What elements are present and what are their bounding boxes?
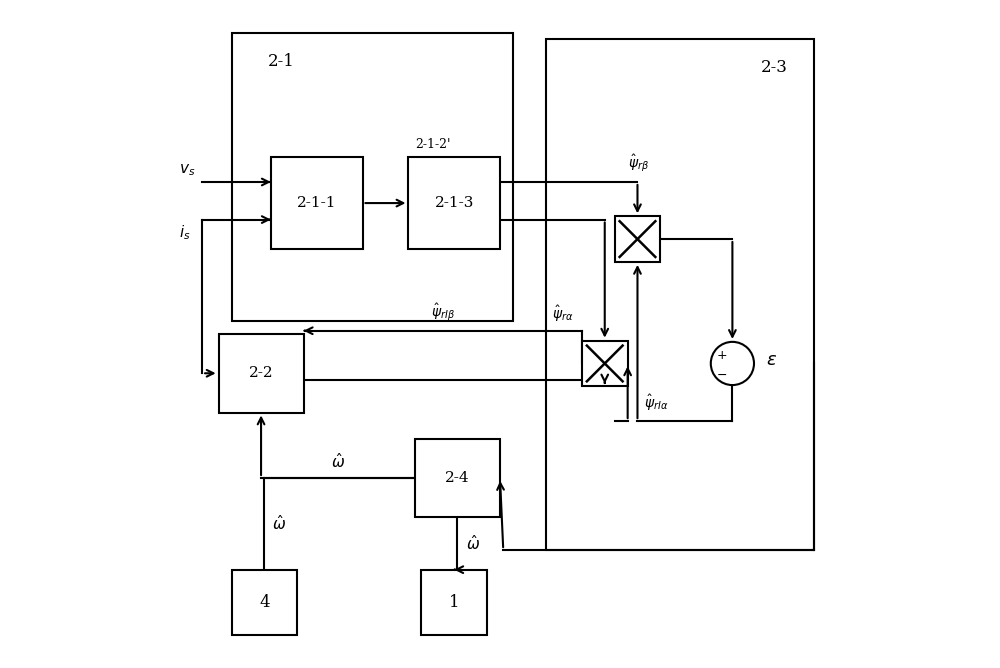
Bar [408,157,500,249]
Text: $\hat{\omega}$: $\hat{\omega}$ [466,534,480,553]
Text: $\hat{\psi}_{r\beta}$: $\hat{\psi}_{r\beta}$ [628,152,649,174]
Text: $\hat{\psi}_{rI\alpha}$: $\hat{\psi}_{rI\alpha}$ [644,393,668,413]
Text: $\hat{\omega}$: $\hat{\omega}$ [331,452,345,472]
Text: +: + [716,349,727,362]
Bar [421,570,487,635]
Bar [415,439,500,517]
Bar [615,216,660,262]
Bar [582,341,628,386]
Text: $v_s$: $v_s$ [179,162,196,178]
Text: $i_s$: $i_s$ [179,224,191,242]
Text: $\varepsilon$: $\varepsilon$ [766,351,777,369]
Bar [546,39,814,550]
Text: $\hat{\omega}$: $\hat{\omega}$ [272,514,286,533]
Bar [232,570,297,635]
Text: 2-1: 2-1 [268,53,294,69]
Text: 2-1-1: 2-1-1 [297,196,336,210]
Text: 2-1-2': 2-1-2' [415,138,450,151]
Text: $\hat{\psi}_{rI\beta}$: $\hat{\psi}_{rI\beta}$ [431,301,455,323]
Bar [219,334,304,413]
Text: 4: 4 [259,594,270,611]
Text: 2-1-3: 2-1-3 [434,196,474,210]
Text: 2-2: 2-2 [249,366,273,380]
Text: 2-4: 2-4 [445,471,470,485]
Text: 1: 1 [449,594,459,611]
Circle shape [711,342,754,385]
Text: $\hat{\psi}_{r\alpha}$: $\hat{\psi}_{r\alpha}$ [552,304,574,324]
Bar [271,157,363,249]
Text: 2-3: 2-3 [761,59,788,76]
Bar [232,33,513,321]
Text: $-$: $-$ [716,368,727,381]
